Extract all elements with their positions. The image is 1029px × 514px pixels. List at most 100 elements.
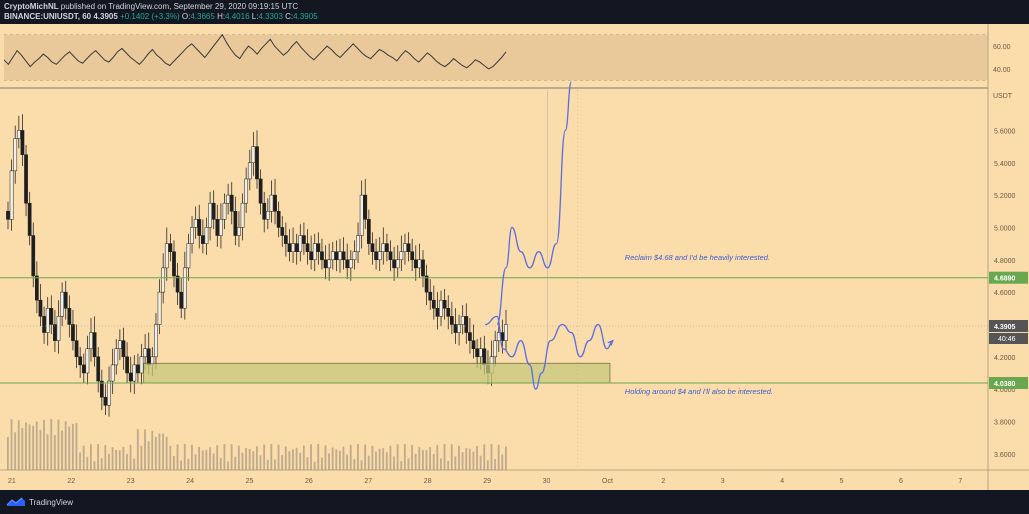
candle-body	[327, 259, 332, 269]
candle-body	[154, 324, 158, 358]
bullish-projection	[496, 81, 572, 326]
candle-body	[71, 324, 75, 341]
candle-body	[13, 138, 18, 172]
volume-bar	[64, 421, 67, 470]
volume-bar	[183, 444, 186, 470]
candle-body	[320, 251, 324, 261]
price-tick-label: 5.0000	[994, 225, 1016, 232]
candle-body	[74, 340, 79, 358]
candle-body	[9, 170, 14, 220]
candle-body	[367, 219, 371, 244]
volume-bar	[468, 448, 471, 470]
candle-body	[56, 316, 61, 341]
author-name[interactable]: CryptoMichNL	[4, 2, 59, 11]
candle-body	[330, 251, 335, 261]
volume-bar	[501, 454, 504, 470]
volume-bar	[89, 444, 92, 470]
volume-bar	[144, 429, 146, 470]
open-value: 4.3665	[190, 12, 215, 21]
volume-bar	[201, 450, 204, 470]
volume-bar	[237, 445, 240, 470]
volume-bar	[241, 452, 244, 470]
volume-bar	[57, 419, 60, 470]
volume-bar	[255, 446, 258, 470]
volume-bar	[403, 444, 406, 470]
candle-body	[215, 219, 220, 236]
low-value: 4.3303	[258, 12, 283, 21]
volume-bar	[479, 455, 482, 470]
candle-body	[136, 364, 140, 374]
volume-bar	[86, 456, 89, 470]
volume-bar	[476, 446, 478, 470]
volume-bar	[194, 454, 197, 470]
candle-body	[244, 178, 249, 204]
volume-bar	[129, 444, 132, 470]
candle-body	[175, 275, 180, 293]
volume-bar	[389, 445, 392, 470]
volume-bar	[104, 445, 107, 470]
candle-body	[237, 227, 241, 236]
price-tick-label: 3.8000	[994, 419, 1016, 426]
candle-body	[197, 219, 202, 236]
candle-body	[493, 340, 498, 358]
candle-body	[284, 235, 288, 244]
volume-bar	[53, 435, 56, 470]
time-tick-label: 24	[186, 478, 194, 485]
candle-body	[31, 235, 36, 277]
volume-bar	[338, 450, 341, 470]
candle-body	[219, 219, 223, 236]
volume-bar	[245, 447, 247, 470]
volume-bar	[302, 445, 305, 470]
candle-body	[139, 356, 144, 374]
volume-bar	[375, 451, 377, 470]
candle-body	[233, 211, 238, 236]
candle-body	[118, 340, 122, 349]
support-price-tag: 4.0380	[994, 381, 1016, 388]
high-label: H:	[217, 12, 226, 21]
price-tick-label: 5.6000	[994, 128, 1016, 135]
candle-body	[475, 348, 479, 358]
price-chart[interactable]: 60.00 40.00 USDT 5.6000 5.4000 5.2000 5.0000 4.…	[0, 24, 1029, 490]
candle-body	[60, 291, 64, 317]
tradingview-brand-label: TradingView	[29, 497, 74, 507]
candle-body	[276, 211, 281, 228]
volume-bar	[346, 454, 349, 470]
volume-bar	[320, 457, 323, 470]
candle-body	[413, 259, 418, 269]
tradingview-brand[interactable]: TradingView	[6, 497, 73, 507]
open-label: O:	[181, 12, 191, 21]
published-info: published on TradingView.com, September …	[60, 2, 299, 11]
last-price-tag-bg	[989, 320, 1028, 333]
candle-body	[27, 202, 32, 236]
time-tick-label: 26	[305, 478, 313, 485]
candle-body	[431, 299, 436, 309]
volume-bar	[331, 447, 334, 470]
time-tick-label: 5	[840, 478, 844, 485]
candle-body	[450, 316, 454, 325]
candle-body	[110, 364, 115, 382]
volume-bar	[440, 458, 442, 470]
volume-bar	[71, 423, 74, 470]
consolidation-projection	[485, 315, 614, 390]
symbol-label[interactable]: BINANCE:UNIUSDT, 60	[4, 12, 92, 21]
volume-bar	[421, 450, 424, 470]
volume-bar	[418, 447, 421, 470]
volume-bar	[494, 459, 496, 470]
candle-body	[424, 275, 429, 293]
chart-footer: TradingView	[0, 490, 1029, 514]
candle-body	[273, 194, 277, 212]
candle-body	[287, 243, 292, 252]
volume-bar	[342, 446, 345, 470]
volume-bar	[252, 451, 255, 470]
candle-body	[204, 227, 209, 244]
candle-body	[381, 243, 386, 252]
candle-body	[42, 316, 46, 333]
volume-bar	[357, 444, 359, 470]
publisher-line: CryptoMichNL published on TradingView.co…	[4, 2, 1029, 12]
rsi-tick-label: 60.00	[993, 44, 1011, 51]
volume-bar	[61, 430, 63, 470]
candle-body	[446, 308, 451, 317]
candle-body	[421, 259, 425, 277]
volume-bar	[17, 420, 20, 470]
